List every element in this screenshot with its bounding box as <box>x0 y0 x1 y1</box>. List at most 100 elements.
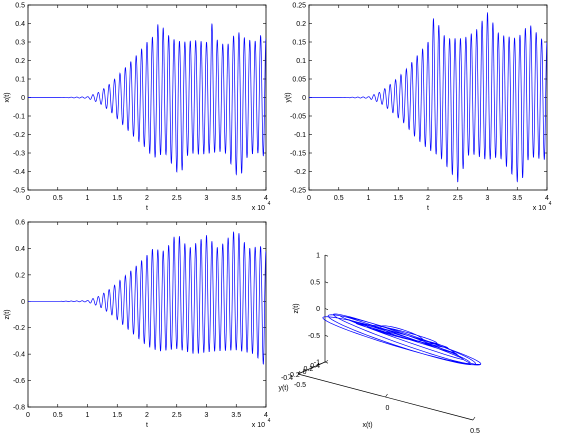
x-tick-label: 3 <box>486 195 490 202</box>
z-tick <box>324 281 329 284</box>
y-tick-label: -0.15 <box>290 151 306 158</box>
panel-2: 0 0.5 1 1.5 2 2.5 3 3.5 4 0.25 0.2 0.15 0.1 0.05 0 -0.0… <box>285 3 552 213</box>
y-tick-label: 0.05 <box>292 77 306 84</box>
z-tick <box>324 308 329 310</box>
x-tick-label: 4 <box>264 195 268 202</box>
x-tick-label: 1.5 <box>112 195 122 202</box>
y-tick-label: 0.4 <box>15 246 25 253</box>
x-axis-multiplier: x 10 <box>252 205 265 212</box>
y-axis-label: x(t) <box>4 92 11 102</box>
y-tick-label: -0.2 <box>13 132 25 139</box>
y-tick-label: -0.1 <box>294 132 306 139</box>
y-tick-label: 0 <box>21 95 25 102</box>
y-tick <box>297 372 302 375</box>
x-tick <box>472 416 476 421</box>
x-tick-label: 3 <box>205 195 209 202</box>
y-tick-label: 0.3 <box>15 40 25 47</box>
y-tick-label: 0.1 <box>296 58 306 65</box>
x-tick-label: 2 <box>145 195 149 202</box>
x-tick-label: 1.5 <box>112 412 122 419</box>
x-tick-label: 4 <box>545 195 549 202</box>
y-axis-label: y(t) <box>278 385 288 392</box>
y-axis-label: z(t) <box>4 309 11 319</box>
x-tick-label: 1.5 <box>393 195 403 202</box>
y-tick-label: 0.15 <box>292 40 306 47</box>
y-tick-label: -0.6 <box>13 378 25 385</box>
y-tick-label: 0.2 <box>15 58 25 65</box>
z-tick <box>324 334 329 337</box>
trajectory-line <box>322 313 482 366</box>
y-tick-label: -0.2 <box>288 372 300 379</box>
x-tick-label: 2.5 <box>172 412 182 419</box>
x-tick-label: 2.5 <box>453 195 463 202</box>
y-tick-label: -0.4 <box>281 375 293 382</box>
x-tick-label: 3.5 <box>512 195 522 202</box>
y-tick-label: 0 <box>302 95 306 102</box>
y-tick-label: -0.25 <box>290 188 306 195</box>
y-tick-label: 0.4 <box>310 363 320 370</box>
x-tick-label: -0.5 <box>294 382 306 389</box>
x-axis-multiplier: x 10 <box>252 422 265 429</box>
z-tick-label: 0 <box>316 306 320 313</box>
x-axis-label: x(t) <box>362 422 372 429</box>
y-tick-label: 0 <box>303 369 307 376</box>
z-tick-label: -0.5 <box>308 333 320 340</box>
y-tick-label: 0.1 <box>15 77 25 84</box>
y-tick-label: -0.3 <box>13 151 25 158</box>
y-tick-label: -0.2 <box>294 169 306 176</box>
x-tick-label: 0 <box>26 412 30 419</box>
y-tick-label: 0.4 <box>15 21 25 28</box>
x-tick-label: 3 <box>205 412 209 419</box>
z-tick-label: 1 <box>316 253 320 260</box>
x-tick-label: 0 <box>307 195 311 202</box>
x-tick-label: 2.5 <box>172 195 182 202</box>
z-tick <box>324 361 329 364</box>
x-tick-label: 0.5 <box>53 195 63 202</box>
y-tick <box>304 369 308 372</box>
y-tick-label: 0 <box>21 299 25 306</box>
y-tick-label: 0.2 <box>304 366 314 373</box>
x-tick-label: 3.5 <box>231 412 241 419</box>
x-axis-label: t <box>146 422 148 429</box>
x-axis-multiplier-exponent: 4 <box>268 201 271 207</box>
y-tick <box>318 363 322 366</box>
y-tick-label: 0.2 <box>15 272 25 279</box>
y-tick-label: 0.2 <box>296 21 306 28</box>
x-axis-multiplier-exponent: 4 <box>268 418 271 424</box>
x-axis-multiplier: x 10 <box>533 205 546 212</box>
y-axis-label: y(t) <box>285 92 292 102</box>
x-tick-label: 2 <box>145 412 149 419</box>
x-axis-label: t <box>427 205 429 212</box>
y-tick-label: -0.05 <box>290 114 306 121</box>
y-tick-label: -0.5 <box>13 188 25 195</box>
x-tick-label: 1 <box>86 195 90 202</box>
x-tick-label: 0 <box>386 405 390 412</box>
y-tick-label: 0.5 <box>15 3 25 10</box>
x-tick <box>385 393 388 398</box>
x-tick-label: 3.5 <box>231 195 241 202</box>
y-tick-label: -0.1 <box>13 114 25 121</box>
z-tick-label: -1 <box>314 360 320 367</box>
y-tick <box>324 360 329 363</box>
y-tick-label: -0.4 <box>13 352 25 359</box>
panel-4: 10.50-0.5-1-0.500.50.40.20-0.2-0.4z(t)y(… <box>278 253 482 434</box>
y-tick-label: 0.25 <box>292 3 306 10</box>
z-axis-label: z(t) <box>293 303 300 313</box>
y-tick-label: -0.2 <box>13 325 25 332</box>
series-line <box>309 12 547 183</box>
x-tick-label: 1 <box>86 412 90 419</box>
z-tick <box>324 254 329 257</box>
x-tick-label: 0.5 <box>334 195 344 202</box>
x-tick-label: 0.5 <box>470 428 480 434</box>
y-tick-label: 0.6 <box>15 220 25 227</box>
x-tick-label: 4 <box>264 412 268 419</box>
x-tick-label: 2 <box>426 195 430 202</box>
x-axis-multiplier-exponent: 4 <box>549 201 552 207</box>
x-tick-label: 0.5 <box>53 412 63 419</box>
plot-area <box>27 221 267 408</box>
x-tick-label: 1 <box>367 195 371 202</box>
y-tick-label: -0.4 <box>13 169 25 176</box>
y-tick-label: -0.8 <box>13 405 25 412</box>
x-tick-label: 0 <box>26 195 30 202</box>
